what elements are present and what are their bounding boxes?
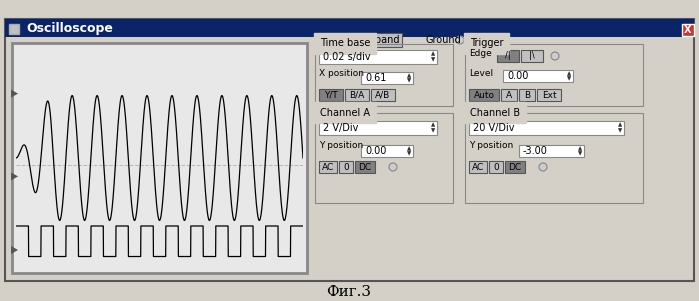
Bar [469,161,487,173]
Text: Edge: Edge [469,49,492,58]
Text: Channel B: Channel B [470,107,520,117]
Bar [519,145,584,157]
Bar [355,161,375,173]
Bar [361,145,413,157]
Bar [319,161,337,173]
Text: ▼: ▼ [407,78,411,83]
Text: Y position: Y position [469,141,513,150]
Text: 0: 0 [343,163,349,172]
Text: Ext: Ext [542,91,556,100]
Text: Y position: Y position [319,141,363,150]
Bar [537,89,561,101]
Text: 20 V/Div: 20 V/Div [473,123,514,133]
Text: 0.02 s/div: 0.02 s/div [323,52,370,62]
Text: ▲: ▲ [578,146,582,151]
Text: ▲: ▲ [407,146,411,151]
Bar [682,24,694,36]
Bar [503,70,573,82]
Text: /|: /| [505,51,511,61]
Text: |\: |\ [529,51,535,61]
Text: ▲: ▲ [618,123,622,127]
Text: 0.61: 0.61 [365,73,387,83]
Text: ▲: ▲ [431,51,435,56]
Text: Фиг.3: Фиг.3 [326,285,371,299]
Bar [319,121,437,135]
Text: ▲: ▲ [407,73,411,78]
Text: Expand: Expand [363,35,399,45]
Bar [465,44,643,106]
Text: Oscilloscope: Oscilloscope [26,22,113,35]
Bar [497,50,519,62]
Text: -3.00: -3.00 [523,146,548,156]
Text: B: B [524,91,530,100]
Text: AC: AC [322,163,334,172]
Bar [469,89,499,101]
Bar [5,19,694,37]
Polygon shape [11,90,18,98]
Bar [12,43,307,273]
Bar [469,121,624,135]
Text: Ground: Ground [425,35,461,45]
Text: 0.00: 0.00 [365,146,387,156]
Text: A: A [506,91,512,100]
Bar [501,89,517,101]
Bar [521,50,543,62]
Text: A/B: A/B [375,91,391,100]
Bar [519,89,535,101]
Circle shape [539,163,547,171]
Text: ▲: ▲ [431,123,435,127]
Text: Channel A: Channel A [320,107,370,117]
Text: Y/T: Y/T [324,91,338,100]
Bar [319,89,343,101]
Bar [371,89,395,101]
Circle shape [456,36,464,44]
Text: Auto: Auto [473,91,494,100]
Text: X: X [684,25,692,35]
Text: ▼: ▼ [618,129,622,134]
Bar [505,161,525,173]
Text: ▼: ▼ [567,76,571,81]
Bar [315,44,453,106]
Bar [319,50,437,64]
Text: ▼: ▼ [431,129,435,134]
Text: DC: DC [359,163,372,172]
Polygon shape [11,246,18,254]
Text: ▼: ▼ [407,151,411,156]
Text: Trigger: Trigger [470,39,503,48]
Bar [339,161,353,173]
Text: ▲: ▲ [567,71,571,76]
Text: AC: AC [472,163,484,172]
Bar [465,113,643,203]
Circle shape [389,163,397,171]
Text: DC: DC [508,163,521,172]
Text: ▼: ▼ [578,151,582,156]
Bar [360,33,402,47]
Circle shape [551,52,559,60]
Bar [489,161,503,173]
Text: 0.00: 0.00 [507,71,528,81]
Text: Time base: Time base [320,39,370,48]
Text: 0: 0 [493,163,499,172]
Bar [315,113,453,203]
Text: ▼: ▼ [431,57,435,63]
Text: X position: X position [319,70,364,79]
Polygon shape [11,172,18,180]
Bar [361,72,413,84]
Bar [9,24,19,34]
Text: 2 V/Div: 2 V/Div [323,123,359,133]
Text: B/A: B/A [350,91,365,100]
Bar [345,89,369,101]
Text: Level: Level [469,70,493,79]
Bar [5,19,694,281]
